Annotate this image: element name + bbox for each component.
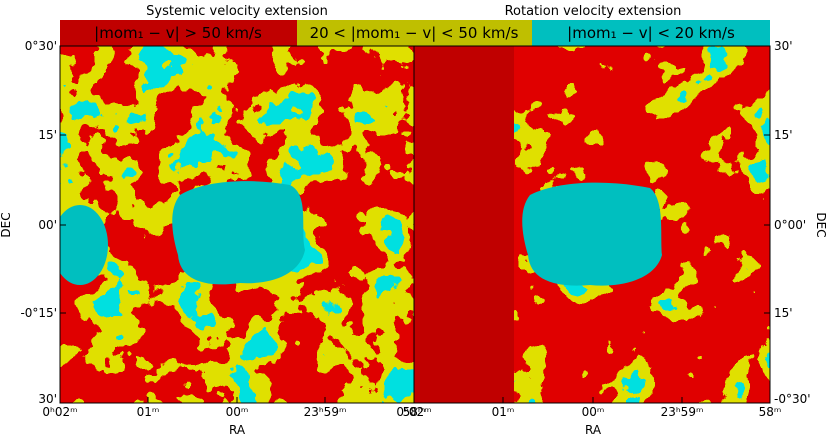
- x-axis-label: RA: [585, 423, 602, 437]
- legend-swatch: [60, 20, 297, 46]
- y-tick-label: 0°00': [774, 218, 806, 232]
- x-tick-label: 0ʰ02ᵐ: [396, 405, 431, 419]
- y-tick-label: 30': [38, 392, 57, 406]
- legend-swatch: [297, 20, 532, 46]
- legend-label: |mom₁ − v| > 50 km/s: [94, 24, 262, 42]
- x-tick-label: 0ʰ02ᵐ: [42, 405, 77, 419]
- x-tick-label: 00ᵐ: [582, 405, 605, 419]
- y-tick-label: -0°15': [20, 306, 57, 320]
- x-tick-label: 58ᵐ: [403, 405, 426, 419]
- x-tick-label: 01ᵐ: [137, 405, 160, 419]
- x-tick-label: 23ʰ59ᵐ: [304, 405, 347, 419]
- y-axis-label: DEC: [0, 212, 13, 237]
- panel-title: Rotation velocity extension: [505, 4, 682, 19]
- legend-label: |mom₁ − v| < 20 km/s: [567, 24, 735, 42]
- y-tick-label: 15': [38, 128, 57, 142]
- legend-swatch: [532, 20, 770, 46]
- x-tick-label: 58ᵐ: [759, 405, 782, 419]
- x-tick-label: 23ʰ59ᵐ: [661, 405, 704, 419]
- x-tick-label: 00ᵐ: [226, 405, 249, 419]
- y-tick-label: 15': [774, 306, 793, 320]
- map-left: [60, 46, 414, 403]
- y-tick-label: 30': [774, 39, 793, 53]
- ticks: [60, 134, 770, 403]
- y-tick-label: 00': [38, 218, 57, 232]
- panel-title: Systemic velocity extension: [146, 4, 328, 19]
- y-axis-label: DEC: [814, 212, 828, 237]
- x-axis-label: RA: [229, 423, 246, 437]
- y-tick-label: 0°30': [25, 39, 57, 53]
- y-tick-label: 15': [774, 128, 793, 142]
- map-right: [414, 46, 770, 403]
- y-tick-label: -0°30': [774, 392, 811, 406]
- legend-label: 20 < |mom₁ − v| < 50 km/s: [310, 24, 519, 42]
- x-tick-label: 01ᵐ: [492, 405, 515, 419]
